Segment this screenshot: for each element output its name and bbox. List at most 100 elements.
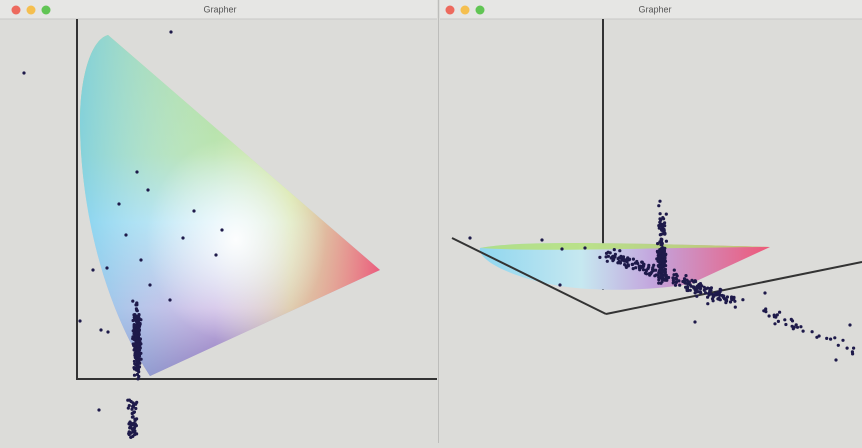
- gamut-white: [80, 35, 380, 376]
- minimize-button[interactable]: [26, 5, 36, 15]
- scatter-dot: [687, 280, 691, 284]
- scatter-dot: [654, 268, 658, 272]
- scatter-dot: [168, 298, 172, 302]
- scatter-dot: [672, 273, 676, 277]
- scatter-dot: [130, 415, 134, 419]
- scatter-dot: [135, 354, 139, 358]
- scatter-dot: [139, 258, 143, 262]
- scatter-dot: [657, 278, 661, 282]
- scatter-dot: [789, 317, 793, 321]
- axis: [605, 261, 862, 315]
- scatter-dot: [169, 30, 173, 34]
- scatter-dot: [683, 278, 688, 282]
- close-button[interactable]: [11, 5, 21, 15]
- scatter-dot: [764, 310, 768, 314]
- scatter-dot: [605, 259, 609, 263]
- scatter-dot: [722, 294, 726, 298]
- scatter-dot: [131, 434, 135, 438]
- scatter-dot: [583, 246, 587, 250]
- scatter-dot: [725, 295, 730, 299]
- scatter-dot: [540, 238, 544, 242]
- zoom-button[interactable]: [475, 5, 485, 15]
- scatter-dot: [663, 221, 667, 225]
- scatter-dot: [622, 258, 626, 262]
- scatter-dot: [130, 407, 134, 411]
- scatter-dot: [694, 279, 698, 284]
- scatter-dot: [126, 398, 130, 402]
- scatter-dot: [135, 351, 139, 355]
- scatter-dot: [635, 259, 639, 264]
- scatter-dot: [657, 275, 661, 279]
- scatter-dot: [214, 253, 218, 257]
- scatter-dot: [660, 228, 664, 232]
- scatter-dot: [558, 283, 562, 287]
- scatter-dot: [671, 278, 676, 282]
- scatter-dot: [656, 242, 660, 246]
- scatter-dot: [132, 330, 136, 334]
- scatter-dot: [815, 335, 819, 339]
- scatter-dot: [684, 285, 688, 289]
- scatter-dot: [699, 286, 703, 291]
- scatter-dot: [117, 202, 121, 206]
- scatter-dot: [660, 237, 664, 242]
- scatter-dot: [129, 426, 133, 430]
- scatter-dot: [657, 281, 661, 285]
- scatter-dot: [848, 323, 852, 327]
- scatter-dot: [674, 280, 679, 284]
- zoom-button[interactable]: [41, 5, 51, 15]
- scatter-dot: [677, 279, 681, 283]
- scatter-dot: [724, 301, 728, 305]
- scatter-dot: [663, 256, 667, 260]
- scatter-dot: [663, 273, 667, 277]
- scatter-dot: [127, 404, 131, 408]
- scatter-dot: [732, 297, 736, 301]
- scatter-dot: [650, 270, 654, 274]
- scatter-dot: [776, 319, 781, 323]
- scatter-dot: [135, 315, 139, 319]
- scatter-dot: [841, 338, 845, 342]
- scatter-dot: [784, 322, 788, 327]
- scatter-dot: [706, 302, 710, 306]
- scatter-dot: [106, 330, 110, 334]
- scatter-dot: [134, 303, 138, 307]
- scatter-dot: [794, 323, 798, 327]
- scatter-dot: [692, 285, 696, 289]
- scatter-dot: [672, 268, 676, 272]
- scatter-dot: [658, 212, 662, 216]
- scatter-dot: [712, 294, 716, 298]
- scatter-dot: [135, 348, 139, 352]
- scatter-dot: [663, 270, 667, 274]
- scatter-dot: [661, 224, 665, 228]
- minimize-button[interactable]: [460, 5, 470, 15]
- scatter-dot: [133, 417, 137, 422]
- scatter-dot: [640, 260, 644, 264]
- scatter-dot: [730, 295, 734, 299]
- scatter-dot: [733, 299, 737, 303]
- scatter-dot: [660, 270, 665, 274]
- scatter-dot: [91, 268, 95, 272]
- scatter-dot: [139, 318, 143, 322]
- title-bar: [440, 0, 862, 19]
- scatter-dot: [658, 265, 662, 269]
- scatter-dot: [698, 282, 703, 286]
- scatter-dot: [631, 257, 636, 261]
- scatter-dot: [134, 424, 138, 428]
- scatter-dot: [663, 231, 667, 236]
- scatter-dot: [659, 218, 663, 222]
- scatter-dot: [616, 257, 620, 261]
- scatter-dot: [135, 359, 140, 363]
- scatter-dot: [105, 266, 109, 270]
- scatter-dot: [624, 264, 628, 268]
- scatter-dot: [135, 339, 139, 343]
- scatter-dot: [659, 248, 663, 253]
- scatter-dot: [686, 288, 690, 293]
- scatter-dot: [654, 273, 658, 277]
- scatter-dot: [131, 427, 135, 432]
- scatter-dot: [648, 273, 652, 277]
- scatter-dot: [695, 294, 699, 298]
- scatter-dot: [801, 329, 805, 333]
- scatter-dot: [134, 406, 138, 411]
- scatter-dot: [630, 262, 634, 266]
- close-button[interactable]: [445, 5, 455, 15]
